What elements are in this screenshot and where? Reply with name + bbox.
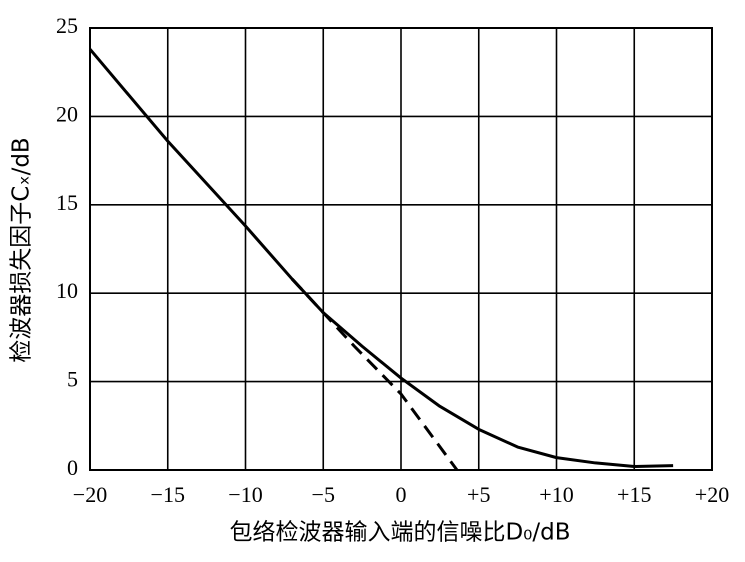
x-tick-label: −20 — [73, 482, 107, 507]
y-axis-label: 检波器损失因子Cₓ/dB — [9, 137, 35, 362]
y-tick-label: 15 — [56, 190, 78, 215]
x-tick-label: +20 — [695, 482, 729, 507]
y-tick-label: 0 — [67, 455, 78, 480]
y-tick-label: 20 — [56, 101, 78, 126]
y-tick-label: 25 — [56, 13, 78, 38]
plot-frame — [89, 27, 713, 471]
data-line — [88, 48, 674, 468]
data-line — [291, 278, 459, 471]
x-tick-label: +10 — [539, 482, 573, 507]
x-tick-label: +15 — [617, 482, 651, 507]
y-tick-label: 10 — [56, 278, 78, 303]
x-tick-label: +5 — [467, 482, 490, 507]
y-tick-label: 5 — [67, 367, 78, 392]
x-tick-label: 0 — [396, 482, 407, 507]
x-tick-label: −15 — [151, 482, 185, 507]
x-tick-label: −5 — [312, 482, 335, 507]
x-tick-label: −10 — [228, 482, 262, 507]
x-axis-label: 包络检波器输入端的信噪比D₀/dB — [229, 520, 570, 546]
